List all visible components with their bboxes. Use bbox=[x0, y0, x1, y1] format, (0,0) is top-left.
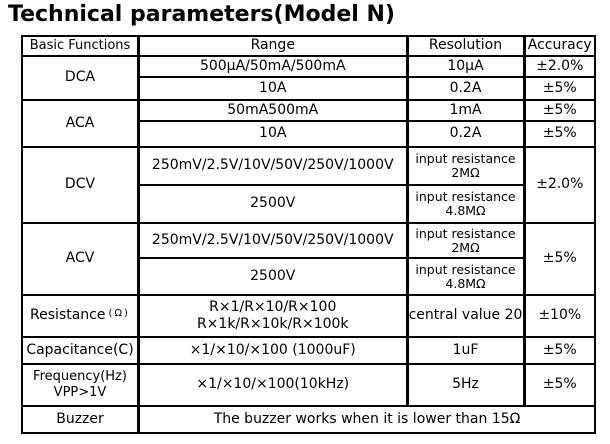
dcv-resolution-2-line1: input resistance bbox=[415, 189, 516, 204]
cell-frequency-label: Frequency(Hz) VPP>1V bbox=[21, 363, 140, 407]
cell-buzzer-label: Buzzer bbox=[21, 405, 140, 434]
cell-aca-resolution-2: 0.2A bbox=[407, 120, 526, 148]
cell-aca-label: ACA bbox=[21, 99, 140, 148]
cell-aca-range-2: 10A bbox=[138, 120, 409, 148]
row-acv-2: 2500V input resistance 4.8MΩ bbox=[22, 257, 595, 296]
cell-acv-range-1: 250mV/2.5V/10V/50V/250V/1000V bbox=[138, 222, 409, 259]
cell-resistance-accuracy: ±10% bbox=[524, 294, 596, 338]
acv-resolution-1-line1: input resistance bbox=[415, 225, 516, 241]
cell-dca-accuracy-2: ±5% bbox=[524, 76, 596, 101]
spec-table: Basic Functions Range Resolution Accurac… bbox=[21, 35, 596, 434]
dcv-resolution-1-line1: input resistance bbox=[415, 151, 516, 166]
cell-dca-range-1: 500μA/50mA/500mA bbox=[138, 55, 409, 78]
dcv-resolution-2-line2: 4.8MΩ bbox=[445, 203, 486, 218]
cell-resistance-resolution: central value 20 bbox=[407, 294, 526, 338]
resistance-range-line2: R×1k/R×10k/R×100k bbox=[196, 316, 349, 332]
header-range: Range bbox=[138, 35, 409, 57]
resistance-label-unit: (Ω) bbox=[108, 307, 130, 319]
acv-resolution-2-line1: input resistance bbox=[415, 261, 516, 277]
cell-frequency-range: ×1/×10/×100(10kHz) bbox=[138, 363, 409, 407]
cell-dca-label: DCA bbox=[21, 55, 140, 101]
cell-acv-resolution-1: input resistance 2MΩ bbox=[407, 222, 526, 259]
cell-dcv-label: DCV bbox=[21, 146, 140, 224]
page-title: Technical parameters(Model N) bbox=[8, 2, 395, 27]
cell-resistance-range: R×1/R×10/R×100 R×1k/R×10k/R×100k bbox=[138, 294, 409, 338]
cell-aca-resolution-1: 1mA bbox=[407, 99, 526, 122]
acv-resolution-2-line2: 4.8MΩ bbox=[445, 275, 486, 291]
cell-aca-accuracy-2: ±5% bbox=[524, 120, 596, 148]
header-basic-functions: Basic Functions bbox=[21, 35, 140, 57]
cell-dca-resolution-2: 0.2A bbox=[407, 76, 526, 101]
row-aca-2: 10A 0.2A ±5% bbox=[22, 120, 596, 148]
cell-dcv-resolution-2: input resistance 4.8MΩ bbox=[407, 184, 526, 224]
cell-acv-resolution-2: input resistance 4.8MΩ bbox=[407, 257, 526, 296]
row-acv-1: ACV 250mV/2.5V/10V/50V/250V/1000V input … bbox=[21, 222, 596, 296]
header-row: Basic Functions Range Resolution Accurac… bbox=[21, 35, 596, 57]
row-frequency: Frequency(Hz) VPP>1V ×1/×10/×100(10kHz) … bbox=[21, 363, 596, 407]
row-dca-2: 10A 0.2A ±5% bbox=[22, 76, 596, 101]
cell-buzzer-note: The buzzer works when it is lower than 1… bbox=[138, 405, 596, 434]
frequency-label-line1: Frequency(Hz) bbox=[33, 368, 127, 384]
cell-dcv-range-2: 2500V bbox=[138, 184, 409, 224]
row-dca-1: DCA 500μA/50mA/500mA 10μA ±2.0% bbox=[21, 55, 596, 101]
row-buzzer: Buzzer The buzzer works when it is lower… bbox=[21, 405, 596, 434]
cell-dcv-resolution-1: input resistance 2MΩ bbox=[407, 146, 526, 186]
resistance-label-text: Resistance bbox=[30, 307, 106, 324]
dcv-resolution-1-line2: 2MΩ bbox=[451, 165, 480, 180]
resistance-range-line1: R×1/R×10/R×100 bbox=[209, 298, 337, 315]
cell-resistance-label: Resistance (Ω) bbox=[21, 294, 140, 338]
row-capacitance: Capacitance(C) ×1/×10/×100 (1000uF) 1uF … bbox=[21, 336, 596, 365]
frequency-label-line2: VPP>1V bbox=[53, 385, 107, 400]
row-resistance: Resistance (Ω) R×1/R×10/R×100 R×1k/R×10k/… bbox=[21, 294, 596, 338]
row-aca-1: ACA 50mA500mA 1mA ±5% bbox=[21, 99, 596, 148]
cell-capacitance-accuracy: ±5% bbox=[524, 336, 596, 365]
cell-capacitance-range: ×1/×10/×100 (1000uF) bbox=[138, 336, 409, 365]
cell-frequency-resolution: 5Hz bbox=[407, 363, 526, 407]
row-dcv-2: 2500V input resistance 4.8MΩ bbox=[22, 184, 595, 224]
cell-capacitance-label: Capacitance(C) bbox=[21, 336, 140, 365]
cell-aca-accuracy-1: ±5% bbox=[524, 99, 596, 122]
acv-resolution-1-line2: 2MΩ bbox=[451, 239, 480, 255]
cell-frequency-accuracy: ±5% bbox=[524, 363, 596, 407]
cell-acv-accuracy: ±5% bbox=[524, 222, 596, 296]
cell-acv-label: ACV bbox=[21, 222, 140, 296]
header-accuracy: Accuracy bbox=[524, 35, 596, 57]
row-dcv-1: DCV 250mV/2.5V/10V/50V/250V/1000V input … bbox=[21, 146, 596, 224]
cell-capacitance-resolution: 1uF bbox=[407, 336, 526, 365]
cell-acv-range-2: 2500V bbox=[138, 257, 409, 296]
cell-dca-range-2: 10A bbox=[138, 76, 409, 101]
cell-aca-range-1: 50mA500mA bbox=[138, 99, 409, 122]
cell-dca-accuracy-1: ±2.0% bbox=[524, 55, 596, 78]
header-resolution: Resolution bbox=[407, 35, 526, 57]
cell-dca-resolution-1: 10μA bbox=[407, 55, 526, 78]
cell-dcv-range-1: 250mV/2.5V/10V/50V/250V/1000V bbox=[138, 146, 409, 186]
cell-dcv-accuracy: ±2.0% bbox=[524, 146, 596, 224]
